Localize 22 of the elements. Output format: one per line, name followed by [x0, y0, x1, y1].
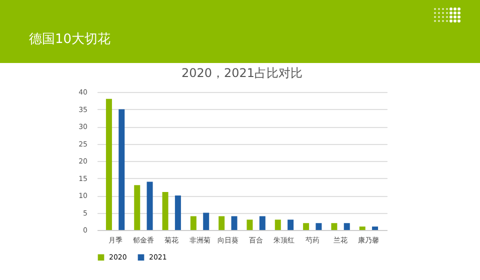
- bar: [331, 223, 338, 230]
- chart-subtitle: 2020，2021占比对比: [181, 66, 303, 80]
- bar: [288, 220, 294, 230]
- bar: [162, 192, 168, 230]
- bar: [218, 216, 225, 230]
- bar: [106, 98, 112, 230]
- bar: [174, 196, 181, 230]
- bar: [274, 220, 281, 230]
- bar: [203, 212, 210, 230]
- bar: [316, 223, 322, 230]
- bar: [372, 226, 378, 230]
- bar: [303, 223, 310, 230]
- bar: [344, 223, 350, 230]
- bar: [118, 109, 125, 230]
- bar: [146, 182, 153, 230]
- bar: [246, 220, 253, 230]
- bar: [190, 216, 196, 230]
- bar: [231, 216, 238, 230]
- chart-title: 德国10大切花: [29, 31, 111, 48]
- bar: [259, 216, 266, 230]
- bar: [134, 185, 140, 230]
- bar: [359, 226, 366, 230]
